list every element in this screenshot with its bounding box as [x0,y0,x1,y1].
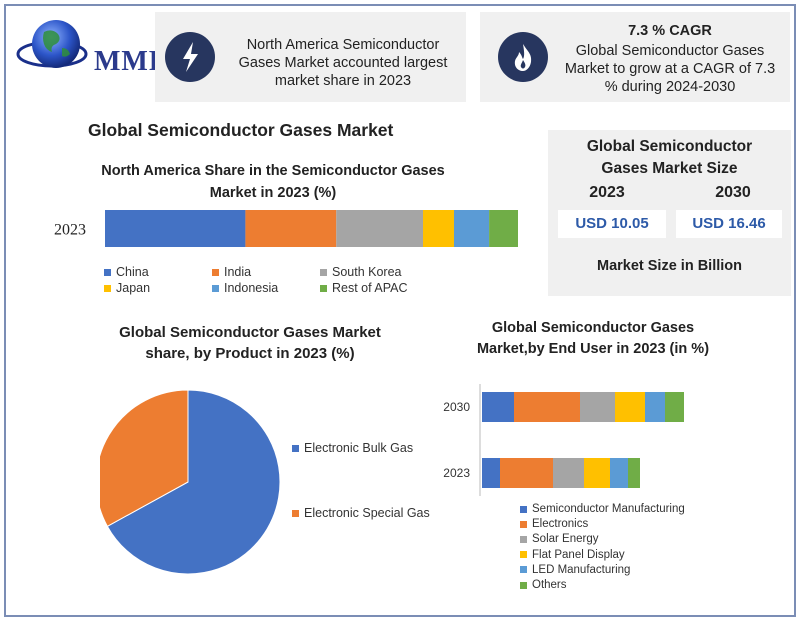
legend-swatch [292,509,299,517]
legend-swatch [212,284,219,292]
category-label: 2023 [54,222,86,239]
value-2023-box: USD 10.05 [558,210,666,238]
bar-segment-led-manufacturing-2023 [610,458,628,488]
chart3-title: Global Semiconductor Gases Market,by End… [476,320,710,357]
chart1-title: North America Share in the Semiconductor… [101,163,445,201]
bar-segment-electronics-2030 [514,392,580,422]
legend-item-semiconductor-manufacturing: Semiconductor Manufacturing [520,503,685,515]
market-size-card: Global Semiconductor Gases Market Size 2… [548,130,791,296]
share-info-card: North America Semiconductor Gases Market… [155,12,466,102]
legend-swatch [104,268,111,276]
legend-swatch [292,444,299,452]
value-2030-box: USD 16.46 [676,210,782,238]
legend-label: South Korea [332,265,402,279]
legend-item-rest-of-apac: Rest of APAC [320,281,408,295]
legend-swatch [320,284,327,292]
legend-item-flat-panel-display: Flat Panel Display [520,549,625,561]
pie-slice-electronic-special-gas [100,389,189,528]
north-america-share-chart: 2023 [54,210,518,247]
legend-swatch [520,535,527,543]
bar-segment-flat-panel-display-2023 [584,458,610,488]
legend-item-led-manufacturing: LED Manufacturing [520,564,630,576]
bar-segment-india [245,210,337,247]
legend-label: Electronics [532,518,589,531]
year-2023-label: 2023 [589,184,625,201]
legend-item-electronic-bulk-gas: Electronic Bulk Gas [292,441,413,455]
pie-slice-electronic-bulk-gas [106,389,281,575]
legend-label: Flat Panel Display [532,548,625,561]
lightning-icon [165,32,215,82]
bar-segment-others-2030 [665,392,684,422]
flame-icon [498,32,548,82]
cagr-info-card: 7.3 % CAGR Global Semiconductor Gases Ma… [480,12,790,102]
globe-icon [16,20,88,68]
legend-swatch [520,566,527,574]
category-label-2023: 2023 [443,466,470,480]
bar-segment-electronics-2023 [500,458,553,488]
legend-item-electronic-special-gas: Electronic Special Gas [292,506,430,520]
legend-label: Semiconductor Manufacturing [532,503,685,515]
legend-label: Rest of APAC [332,281,408,295]
cagr-title: 7.3 % CAGR [628,23,712,39]
category-label-2030: 2030 [443,400,470,414]
end-user-chart: 2030 2023 [443,384,684,496]
legend-item-japan: Japan [104,281,150,295]
legend-label: LED Manufacturing [532,563,631,576]
product-share-pie [100,389,281,575]
legend-swatch [212,268,219,276]
bar-segment-indonesia [453,210,490,247]
bar-segment-led-manufacturing-2030 [645,392,665,422]
market-size-title: Global Semiconductor Gases Market Size [586,138,753,177]
bar-segment-japan [423,210,454,247]
bar-segment-solar-energy-2023 [553,458,584,488]
infographic-frame [4,4,796,617]
legend-item-china: China [104,265,149,279]
legend-label: Electronic Bulk Gas [304,441,414,455]
legend-item-india: India [212,265,251,279]
bar-segment-semiconductor-manufacturing-2023 [482,458,500,488]
main-title: Global Semiconductor Gases Market [88,120,394,140]
cagr-text: Global Semiconductor Gases Market to gro… [564,43,776,95]
legend-swatch [520,551,527,559]
legend-item-electronics: Electronics [520,518,588,530]
legend-label: Japan [116,281,151,295]
chart2-title: Global Semiconductor Gases Market share,… [119,324,381,362]
legend-label: Others [532,579,567,591]
legend-swatch [520,505,527,513]
bar-segment-rest-of-apac [489,210,518,247]
legend-item-indonesia: Indonesia [212,281,278,295]
year-2030-label: 2030 [715,184,751,201]
bar-segment-solar-energy-2030 [580,392,615,422]
bar-segment-south-korea [336,210,424,247]
market-size-footer: Market Size in Billion [596,258,743,274]
legend-swatch [320,268,327,276]
bar-segment-others-2023 [628,458,640,488]
legend-label: Solar Energy [532,533,599,546]
mmr-logo: MMR [14,14,169,84]
bar-segment-flat-panel-display-2030 [615,392,645,422]
legend-item-others: Others [520,579,567,591]
legend-item-solar-energy: Solar Energy [520,533,598,545]
legend-label: China [116,265,149,279]
bar-segment-china [105,210,246,247]
legend-label: Indonesia [224,281,279,295]
legend-swatch [520,520,527,528]
legend-label: India [224,265,252,279]
legend-label: Electronic Special Gas [304,506,430,520]
legend-swatch [520,581,527,589]
bar-segment-semiconductor-manufacturing-2030 [482,392,514,422]
share-card-text: North America Semiconductor Gases Market… [238,37,448,89]
legend-item-south-korea: South Korea [320,265,402,279]
legend-swatch [104,284,111,292]
